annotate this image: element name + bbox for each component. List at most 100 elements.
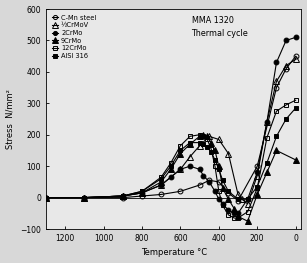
AISI 316 (246, 198, 250, 201)
C-Mn steel (255, 165, 259, 168)
9CrMo (246, 220, 250, 223)
2CrMo (294, 36, 297, 39)
AISI 316 (227, 190, 230, 193)
AISI 316 (221, 179, 224, 182)
9CrMo (169, 168, 173, 171)
9CrMo (217, 165, 221, 168)
AISI 316 (121, 194, 125, 198)
½CrMoV (188, 155, 192, 158)
12CrMo (83, 196, 86, 199)
C-Mn steel (284, 67, 288, 70)
AISI 316 (188, 141, 192, 144)
2CrMo (265, 121, 269, 124)
2CrMo (221, 202, 224, 205)
C-Mn steel (227, 191, 230, 194)
12CrMo (255, 186, 259, 190)
AISI 316 (159, 177, 163, 180)
9CrMo (236, 215, 240, 218)
12CrMo (275, 110, 278, 113)
AISI 316 (294, 107, 297, 110)
AISI 316 (140, 190, 144, 193)
C-Mn steel (207, 179, 211, 182)
12CrMo (213, 165, 217, 168)
2CrMo (169, 176, 173, 179)
Line: 12CrMo: 12CrMo (43, 98, 298, 220)
AISI 316 (44, 196, 48, 199)
9CrMo (255, 193, 259, 196)
½CrMoV (236, 193, 240, 196)
Line: ½CrMoV: ½CrMoV (43, 56, 299, 207)
2CrMo (198, 168, 201, 171)
C-Mn steel (294, 55, 297, 58)
AISI 316 (83, 196, 86, 199)
Legend: C-Mn steel, ½CrMoV, 2CrMo, 9CrMo, 12CrMo, AISI 316: C-Mn steel, ½CrMoV, 2CrMo, 9CrMo, 12CrMo… (52, 14, 96, 59)
½CrMoV (265, 121, 269, 124)
C-Mn steel (83, 196, 86, 199)
12CrMo (202, 135, 205, 138)
½CrMoV (227, 152, 230, 155)
12CrMo (44, 196, 48, 199)
½CrMoV (275, 80, 278, 83)
AISI 316 (205, 146, 209, 149)
2CrMo (44, 196, 48, 199)
½CrMoV (44, 196, 48, 199)
2CrMo (275, 61, 278, 64)
12CrMo (159, 176, 163, 179)
9CrMo (227, 198, 230, 201)
X-axis label: Temperature °C: Temperature °C (141, 249, 207, 257)
12CrMo (236, 216, 240, 220)
Text: MMA 1320
Thermal cycle: MMA 1320 Thermal cycle (192, 16, 248, 38)
2CrMo (217, 198, 221, 201)
12CrMo (232, 216, 236, 220)
AISI 316 (217, 168, 221, 171)
2CrMo (140, 191, 144, 194)
AISI 316 (284, 118, 288, 121)
9CrMo (213, 149, 217, 152)
9CrMo (221, 186, 224, 190)
9CrMo (121, 194, 125, 198)
C-Mn steel (275, 86, 278, 89)
12CrMo (284, 103, 288, 107)
AISI 316 (213, 158, 217, 161)
Y-axis label: Stress  N/mm²: Stress N/mm² (6, 89, 14, 149)
9CrMo (188, 143, 192, 146)
Line: 9CrMo: 9CrMo (43, 132, 299, 224)
2CrMo (121, 194, 125, 198)
C-Mn steel (159, 193, 163, 196)
½CrMoV (255, 174, 259, 177)
2CrMo (246, 198, 250, 201)
2CrMo (159, 184, 163, 187)
2CrMo (179, 168, 182, 171)
9CrMo (265, 171, 269, 174)
AISI 316 (236, 198, 240, 201)
½CrMoV (140, 191, 144, 194)
2CrMo (207, 180, 211, 184)
C-Mn steel (179, 190, 182, 193)
½CrMoV (217, 138, 221, 141)
12CrMo (265, 136, 269, 139)
C-Mn steel (44, 196, 48, 199)
2CrMo (213, 190, 217, 193)
2CrMo (227, 209, 230, 212)
C-Mn steel (121, 196, 125, 199)
½CrMoV (207, 135, 211, 138)
12CrMo (121, 194, 125, 198)
9CrMo (179, 152, 182, 155)
2CrMo (232, 212, 236, 215)
AISI 316 (179, 149, 182, 152)
Line: 2CrMo: 2CrMo (43, 35, 298, 216)
2CrMo (202, 174, 205, 177)
C-Mn steel (140, 194, 144, 198)
½CrMoV (240, 198, 244, 201)
12CrMo (169, 161, 173, 165)
9CrMo (159, 180, 163, 184)
AISI 316 (198, 141, 201, 144)
2CrMo (188, 165, 192, 168)
2CrMo (236, 212, 240, 215)
AISI 316 (255, 185, 259, 188)
9CrMo (205, 135, 209, 138)
12CrMo (221, 204, 224, 207)
2CrMo (83, 196, 86, 199)
½CrMoV (83, 196, 86, 199)
12CrMo (198, 133, 201, 136)
